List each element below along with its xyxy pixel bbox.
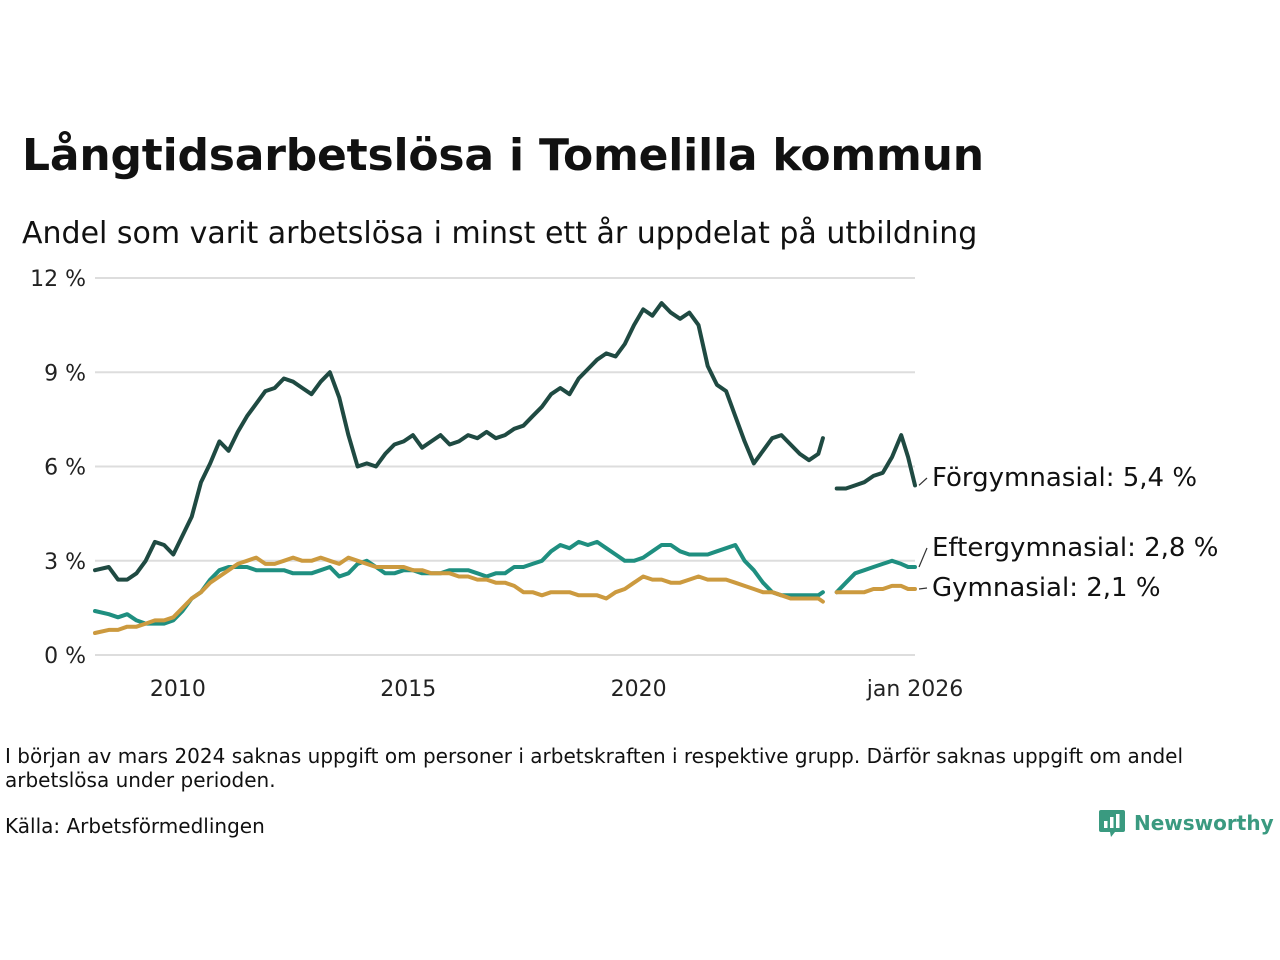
series-line-eftergymnasial — [93, 539, 825, 626]
brand-name: Newsworthy — [1134, 811, 1274, 835]
y-tick-label: 6 % — [44, 456, 86, 481]
x-axis: 2010 2015 2020 jan 2026 — [150, 677, 963, 702]
label-connector — [918, 547, 928, 568]
chart-series — [93, 301, 917, 635]
series-end-label: Eftergymnasial: 2,8 % — [932, 533, 1218, 563]
footnote: I början av mars 2024 saknas uppgift om … — [5, 744, 1184, 792]
line-chart: 0 % 3 % 6 % 9 % 12 % 2010 2015 2020 jan 2026 Fö… — [30, 267, 1218, 702]
x-tick-label: 2010 — [150, 677, 206, 702]
bar-chart-logo-icon — [1099, 810, 1125, 837]
y-tick-label: 0 % — [44, 644, 86, 669]
chart-gridlines — [95, 277, 915, 656]
source-text: Källa: Arbetsförmedlingen — [5, 814, 265, 838]
label-connector — [918, 477, 928, 486]
y-tick-label: 9 % — [44, 361, 86, 386]
series-end-label: Gymnasial: 2,1 % — [932, 573, 1161, 603]
y-axis: 0 % 3 % 6 % 9 % 12 % — [30, 267, 86, 669]
label-connector — [918, 587, 928, 590]
y-tick-label: 3 % — [44, 550, 86, 575]
y-tick-label: 12 % — [30, 267, 86, 292]
chart-subtitle: Andel som varit arbetslösa i minst ett å… — [22, 216, 978, 251]
x-tick-label: 2015 — [380, 677, 436, 702]
series-line-gymnasial — [834, 583, 917, 595]
chart-title: Långtidsarbetslösa i Tomelilla kommun — [22, 130, 984, 181]
x-tick-label: 2020 — [611, 677, 667, 702]
newsworthy-logo: Newsworthy — [1098, 808, 1274, 838]
series-end-labels: Förgymnasial: 5,4 % Eftergymnasial: 2,8 %… — [918, 463, 1218, 603]
series-line-eftergymnasial — [834, 558, 917, 595]
x-tick-label: jan 2026 — [866, 677, 964, 702]
series-end-label: Förgymnasial: 5,4 % — [932, 463, 1197, 493]
series-line-förgymnasial — [93, 301, 825, 582]
series-line-gymnasial — [93, 555, 825, 635]
series-line-förgymnasial — [834, 433, 917, 491]
